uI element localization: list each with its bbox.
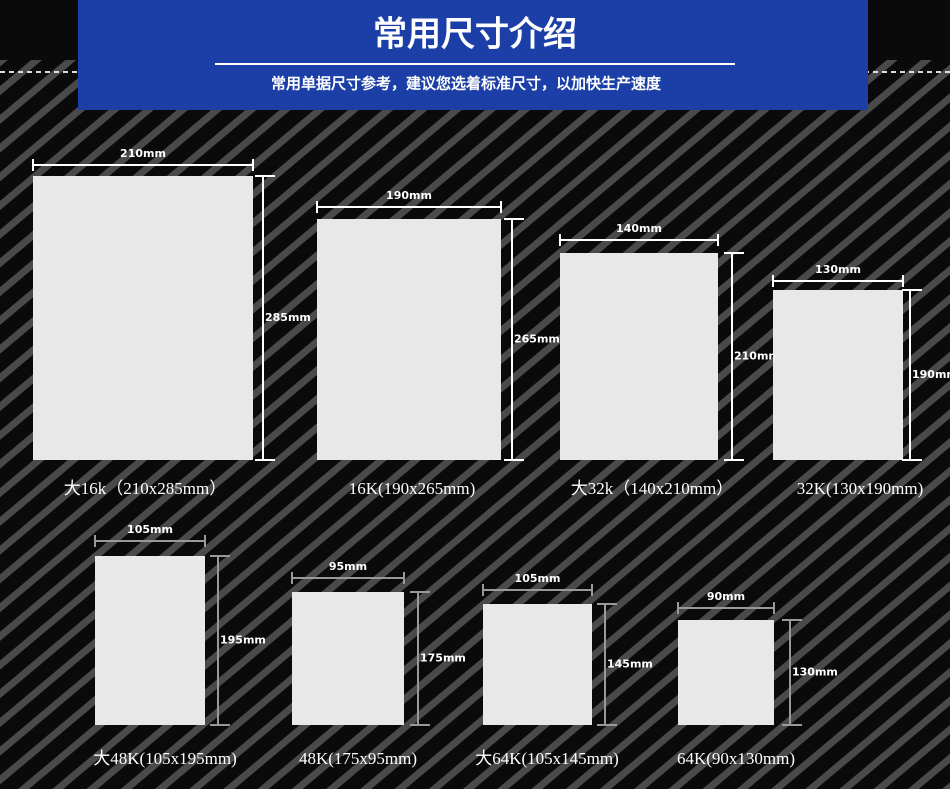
- width-label: 95mm: [329, 560, 367, 573]
- width-label: 130mm: [815, 263, 861, 276]
- paper-sheet: [560, 253, 718, 460]
- width-label: 140mm: [616, 222, 662, 235]
- header-title: 常用尺寸介绍: [373, 15, 577, 55]
- size-caption: 48K(175x95mm): [299, 749, 417, 768]
- paper-sheet: [483, 604, 592, 725]
- height-label: 285mm: [265, 311, 311, 324]
- paper-sheet: [95, 556, 205, 725]
- size-caption: 64K(90x130mm): [677, 749, 795, 768]
- width-label: 105mm: [127, 523, 173, 536]
- paper-sheet: [317, 219, 501, 460]
- header-subtitle: 常用单据尺寸参考，建议您选着标准尺寸，以加快生产速度: [271, 75, 662, 93]
- size-caption: 32K(130x190mm): [797, 479, 924, 498]
- paper-sheet: [773, 290, 903, 460]
- header-banner: [78, 0, 868, 110]
- height-label: 210mm: [734, 350, 780, 363]
- width-label: 105mm: [515, 572, 561, 585]
- size-caption: 16K(190x265mm): [349, 479, 476, 498]
- height-label: 195mm: [220, 634, 266, 647]
- size-caption: 大64K(105x145mm): [475, 749, 619, 768]
- height-label: 190mm: [912, 368, 950, 381]
- size-caption: 大16k（210x285mm）: [64, 479, 226, 498]
- height-label: 130mm: [792, 666, 838, 679]
- height-label: 145mm: [607, 658, 653, 671]
- height-label: 175mm: [420, 652, 466, 665]
- width-label: 190mm: [386, 189, 432, 202]
- width-label: 210mm: [120, 147, 166, 160]
- paper-sheet: [292, 592, 404, 725]
- paper-sheet: [33, 176, 253, 460]
- size-caption: 大48K(105x195mm): [93, 749, 237, 768]
- height-label: 265mm: [514, 333, 560, 346]
- size-caption: 大32k（140x210mm）: [571, 479, 733, 498]
- size-list: 210mm 285mm 大16k（210x285mm） 190mm 265mm 16K(1…: [32, 147, 950, 768]
- paper-sheet: [678, 620, 774, 725]
- width-label: 90mm: [707, 590, 745, 603]
